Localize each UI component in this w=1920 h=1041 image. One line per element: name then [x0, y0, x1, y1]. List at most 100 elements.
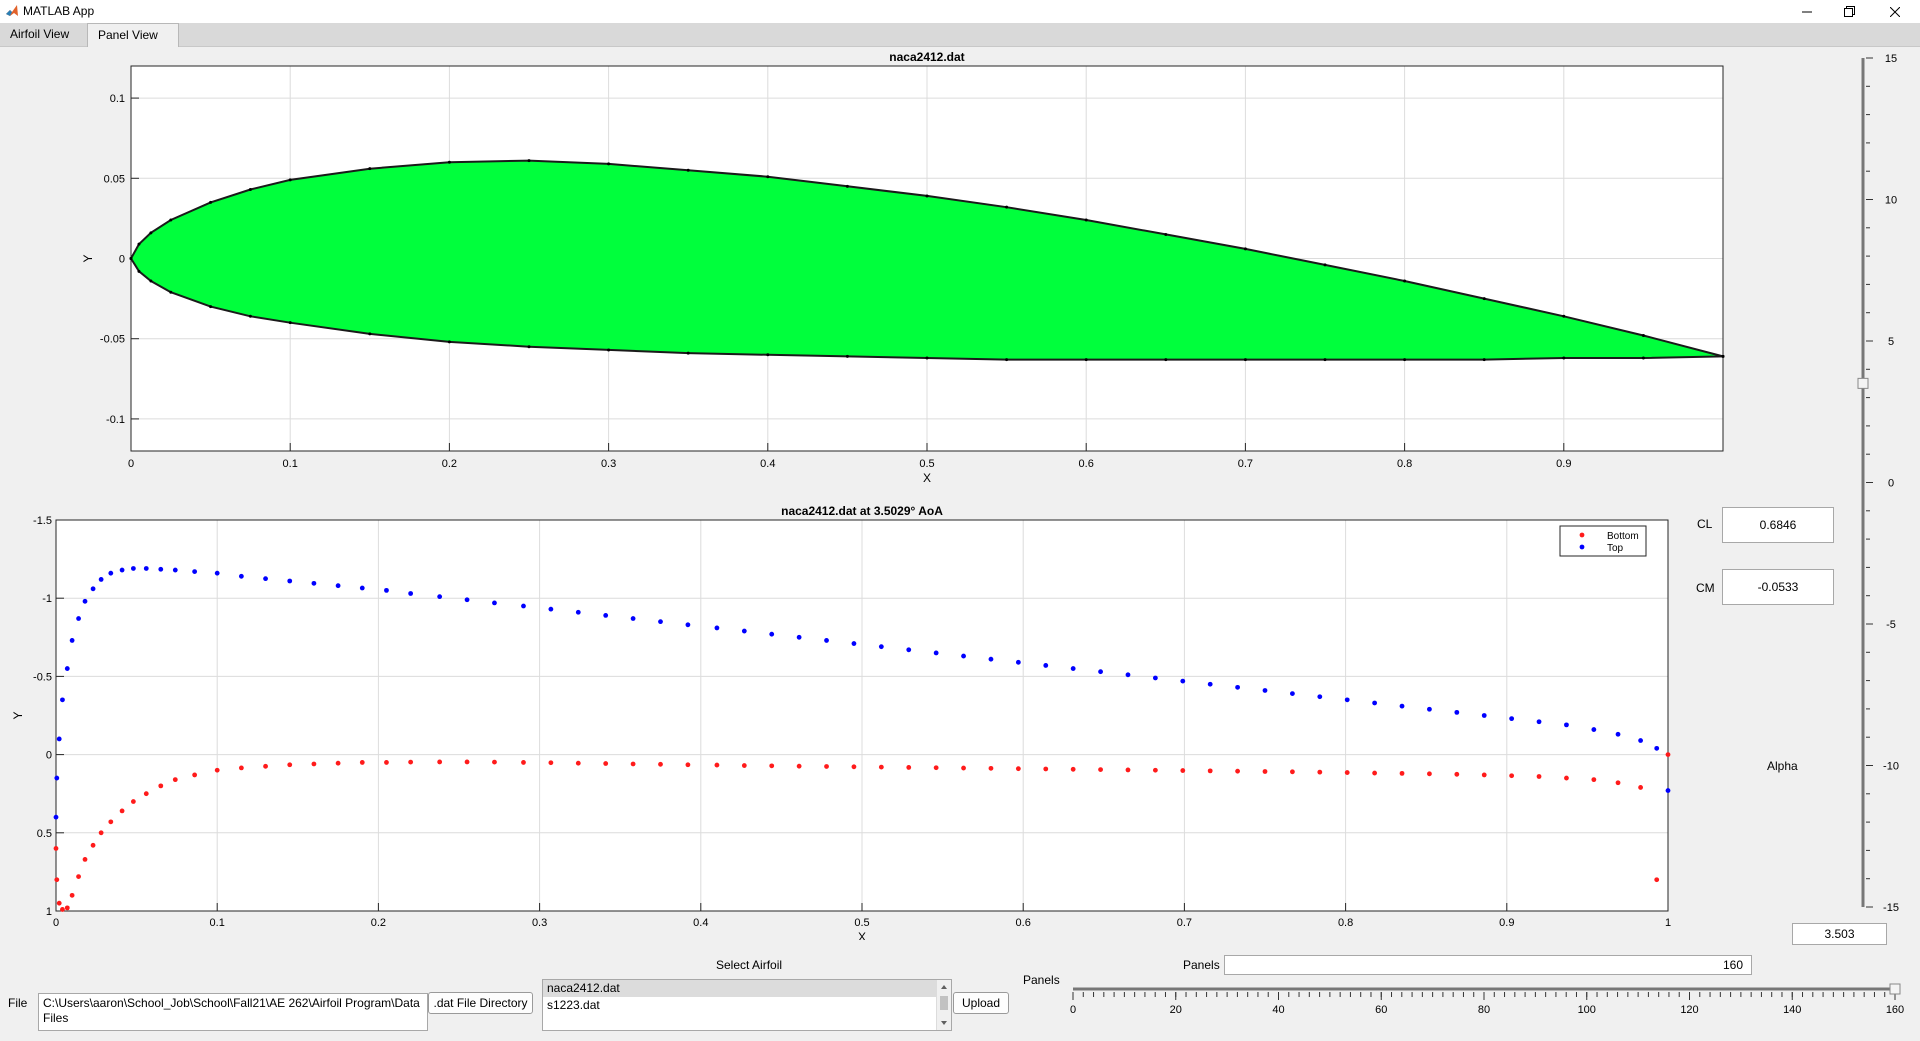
- top-point: [1152, 675, 1158, 681]
- slider-tick-label: 0: [1070, 1004, 1076, 1016]
- bottom-point: [143, 791, 149, 797]
- legend-marker: [1579, 544, 1585, 550]
- bottom-point: [603, 761, 609, 766]
- airfoil-point: [686, 168, 690, 172]
- airfoil-point: [209, 200, 213, 204]
- top-point: [82, 598, 88, 604]
- airfoil-point: [845, 184, 849, 188]
- airfoil-point: [169, 218, 173, 222]
- bottom-point: [69, 892, 75, 898]
- airfoil-listbox[interactable]: naca2412.dat s1223.dat: [542, 979, 952, 1031]
- y-tick-label: 0.5: [37, 828, 52, 840]
- bottom-point: [1372, 770, 1378, 776]
- airfoil-point: [149, 231, 153, 235]
- bottom-point: [521, 760, 526, 765]
- top-point: [1180, 678, 1186, 684]
- bottom-point: [741, 763, 747, 768]
- x-tick-label: 0.8: [1338, 917, 1353, 929]
- airfoil-point: [845, 354, 849, 358]
- y-tick-label: -0.1: [106, 414, 125, 426]
- airfoil-point: [1641, 356, 1645, 360]
- airfoil-point: [129, 257, 133, 260]
- bottom-point: [1180, 768, 1186, 773]
- bottom-point: [1427, 771, 1432, 777]
- top-point: [172, 567, 178, 573]
- list-item[interactable]: s1223.dat: [547, 998, 600, 1012]
- bottom-point: [1665, 752, 1671, 757]
- bottom-point: [1344, 770, 1350, 775]
- bottom-point: [130, 799, 136, 804]
- airfoil-point: [447, 160, 451, 164]
- x-tick-label: 1: [1665, 917, 1671, 929]
- top-point: [1615, 731, 1621, 737]
- bottom-point: [1615, 780, 1621, 786]
- bottom-point: [1536, 774, 1542, 779]
- x-tick-label: 0.1: [210, 917, 225, 929]
- tab-panel-view[interactable]: Panel View: [87, 23, 179, 47]
- top-point: [384, 587, 389, 593]
- x-tick-label: 0.9: [1499, 917, 1514, 929]
- bottom-point: [988, 765, 994, 771]
- airfoil-point: [248, 314, 252, 318]
- window-titlebar: MATLAB App: [0, 0, 1920, 23]
- chart-title: naca2412.dat at 3.5029° AoA: [781, 504, 943, 518]
- y-tick-label: 0.05: [104, 173, 125, 185]
- top-point: [311, 580, 317, 586]
- slider-tick-label: 60: [1375, 1004, 1387, 1016]
- bottom-point: [933, 765, 939, 771]
- minimize-button[interactable]: [1784, 0, 1830, 23]
- panels-value-label: Panels: [1183, 958, 1220, 972]
- airfoil-point: [1005, 205, 1009, 209]
- bottom-point: [1235, 768, 1240, 774]
- airfoil-point: [925, 194, 929, 198]
- bottom-point: [1509, 773, 1515, 779]
- bottom-point: [1125, 767, 1131, 773]
- bottom-point: [214, 767, 220, 773]
- x-tick-label: 0.8: [1397, 458, 1412, 470]
- x-tick-label: 0.2: [442, 458, 457, 470]
- slider-tick-label: 5: [1888, 336, 1894, 348]
- top-point: [130, 566, 136, 571]
- airfoil-point: [766, 175, 770, 179]
- top-point: [56, 736, 62, 742]
- top-point: [69, 638, 75, 643]
- bottom-point: [714, 762, 720, 768]
- tab-airfoil-view[interactable]: Airfoil View: [10, 27, 70, 41]
- bottom-point: [878, 764, 884, 770]
- airfoil-point: [209, 305, 213, 309]
- x-tick-label: 0.7: [1177, 917, 1192, 929]
- bottom-point: [796, 763, 802, 769]
- slider-tick-label: 120: [1680, 1004, 1698, 1016]
- bottom-point: [408, 759, 414, 765]
- x-tick-label: 0.3: [532, 917, 547, 929]
- airfoil-point: [1562, 356, 1566, 360]
- file-path-field[interactable]: C:\Users\aaron\School_Job\School\Fall21\…: [38, 993, 428, 1031]
- panels-value-field[interactable]: 160: [1224, 955, 1752, 975]
- airfoil-chart: 0 0.1 0.2 0.3 0.4 0.5 0.6 0.7 0.8 0.9 -0.1 -0.05 0 0.…: [81, 50, 1725, 485]
- top-point: [575, 609, 581, 615]
- panels-slider[interactable]: 0 20 40 60 80 100 120 140 160: [1000, 977, 1920, 1037]
- top-point: [521, 603, 526, 609]
- bottom-point: [1638, 785, 1643, 790]
- close-button[interactable]: [1872, 0, 1918, 23]
- select-airfoil-label: Select Airfoil: [716, 958, 783, 972]
- dat-file-directory-button[interactable]: .dat File Directory: [428, 992, 533, 1014]
- listbox-scrollbar[interactable]: [936, 980, 951, 1030]
- upload-button[interactable]: Upload: [953, 992, 1009, 1014]
- bottom-point: [192, 772, 198, 778]
- x-tick-label: 0.2: [371, 917, 386, 929]
- restore-button[interactable]: [1826, 0, 1872, 23]
- bottom-point: [575, 760, 581, 766]
- x-tick-label: 0.7: [1238, 458, 1253, 470]
- alpha-slider[interactable]: 15 10 5 0 -5 -10 -15: [1850, 47, 1910, 917]
- list-item[interactable]: naca2412.dat: [543, 980, 951, 997]
- x-tick-label: 0.1: [283, 458, 298, 470]
- bottom-point: [311, 761, 317, 767]
- cm-value-field: -0.0533: [1722, 569, 1834, 605]
- y-tick-label: -0.05: [100, 334, 125, 346]
- alpha-value-field[interactable]: 3.503: [1792, 923, 1887, 945]
- airfoil-point: [447, 340, 451, 344]
- x-tick-label: 0.4: [760, 458, 775, 470]
- slider-tick-label: 100: [1578, 1004, 1596, 1016]
- bottom-point: [1654, 877, 1660, 883]
